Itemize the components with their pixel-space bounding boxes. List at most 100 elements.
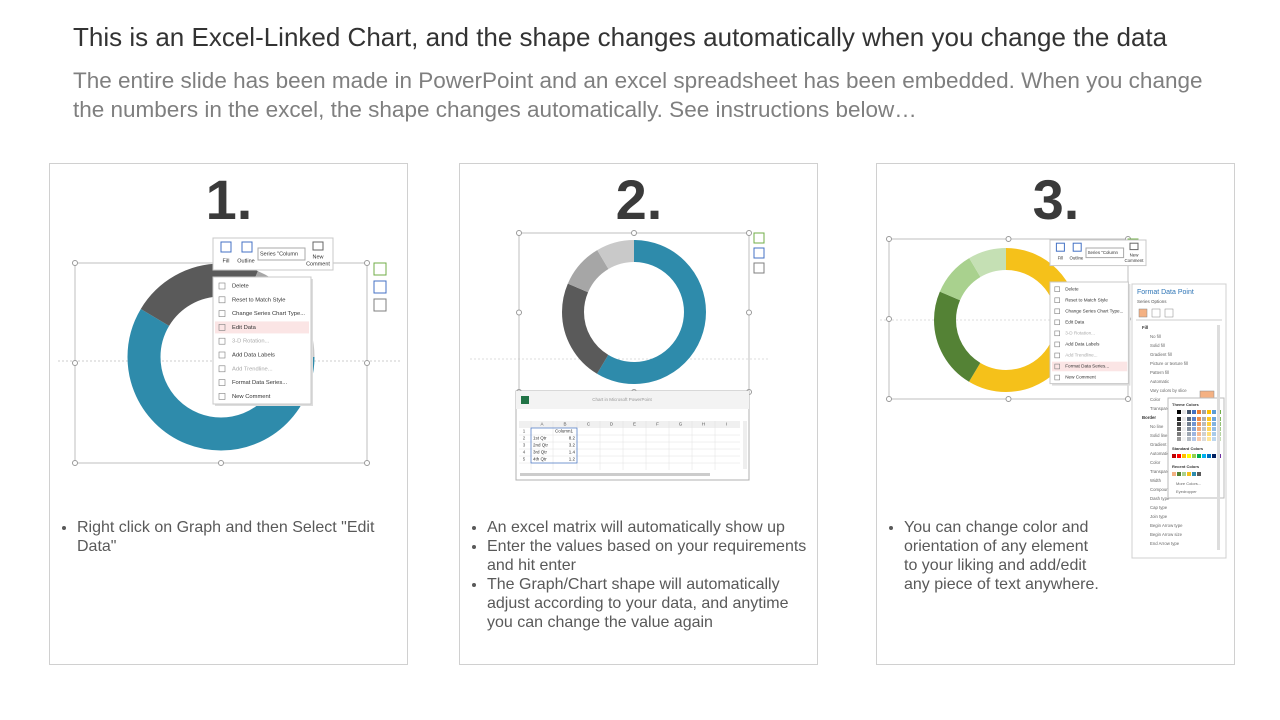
menu-icon — [1054, 363, 1060, 370]
icon — [312, 241, 324, 251]
palette-label: Recent Colors — [1172, 464, 1200, 469]
handle — [72, 360, 78, 366]
swatch — [1207, 454, 1211, 458]
menu-icon — [1054, 341, 1060, 348]
step-number: 1. — [206, 168, 253, 231]
chart-button — [753, 262, 765, 274]
handle — [886, 236, 892, 242]
swatch — [1202, 432, 1206, 436]
row-number: 1 — [523, 429, 526, 434]
palette-label: Eyedropper — [1176, 489, 1197, 494]
column-header: E — [633, 422, 636, 427]
row-number: 4 — [523, 450, 526, 455]
swatch — [1207, 432, 1211, 436]
swatch — [1182, 422, 1186, 426]
donut-segment — [934, 248, 1078, 392]
menu-item: Add Trendline... — [232, 366, 273, 372]
pane-title: Format Data Point — [1137, 289, 1194, 296]
toolbar-label: Comment — [1124, 258, 1144, 263]
menu-icon — [218, 296, 226, 304]
cell: 1.4 — [569, 450, 576, 455]
swatch — [1197, 437, 1201, 441]
swatch — [1207, 427, 1211, 431]
pane-option: Cap type — [1150, 505, 1168, 510]
icon — [1129, 242, 1139, 251]
menu-icon — [1054, 286, 1060, 292]
swatch — [1192, 472, 1196, 476]
pane-option: Pattern fill — [1150, 370, 1169, 375]
pane-option: Automatic — [1150, 379, 1170, 384]
palette-label: Theme Colors — [1172, 402, 1199, 407]
pane-tab — [1138, 308, 1148, 318]
menu-item: Delete — [1065, 286, 1079, 291]
pane-option: Automatic — [1150, 451, 1170, 456]
pane-option: Border — [1142, 415, 1156, 420]
cell: 4th Qtr — [533, 457, 547, 462]
swatch — [1207, 422, 1211, 426]
swatch — [1212, 410, 1216, 414]
pane-option: Begin Arrow size — [1150, 532, 1183, 537]
menu-item: 3-D Rotation... — [1065, 331, 1095, 336]
series-box — [1085, 247, 1125, 259]
scrollbar — [743, 421, 747, 469]
column-header: A — [540, 422, 543, 427]
row-number: 5 — [523, 457, 526, 462]
column-header: B — [563, 422, 566, 427]
pane-tab — [1164, 308, 1174, 318]
scrollbar — [1217, 325, 1220, 550]
handle — [72, 460, 78, 466]
swatch — [1197, 410, 1201, 414]
swatch — [1177, 417, 1181, 421]
menu-item: Change Series Chart Type... — [232, 311, 305, 317]
pane-option: Gradient fill — [1150, 352, 1172, 357]
pane-option: Picture or texture fill — [1150, 361, 1188, 366]
handle — [1125, 396, 1131, 402]
menu-item: Add Data Labels — [232, 353, 275, 359]
menu-icon — [218, 310, 226, 317]
pane-option: No fill — [1150, 334, 1161, 339]
swatch — [1182, 437, 1186, 441]
swatch — [1177, 410, 1181, 414]
swatch — [1182, 410, 1186, 414]
swatch — [1177, 422, 1181, 426]
handle — [364, 360, 370, 366]
toolbar-label: Outline — [237, 258, 254, 264]
swatch — [1172, 432, 1176, 436]
swatch — [1182, 417, 1186, 421]
swatch — [1192, 437, 1196, 441]
menu-item: 3-D Rotation... — [232, 339, 270, 345]
swatch — [1197, 432, 1201, 436]
toolbar-label: Comment — [306, 261, 330, 267]
pane-option: Begin Arrow type — [1150, 523, 1183, 528]
swatch — [1202, 410, 1206, 414]
menu-icon — [218, 365, 226, 373]
swatch — [1187, 427, 1191, 431]
swatch — [1187, 472, 1191, 476]
swatch — [1187, 437, 1191, 441]
swatch — [1172, 422, 1176, 426]
handle — [1005, 396, 1012, 402]
swatch — [1177, 427, 1181, 431]
swatch — [1202, 417, 1206, 421]
menu-item: Edit Data — [232, 325, 257, 331]
swatch — [1187, 432, 1191, 436]
pane-option: Color — [1150, 397, 1161, 402]
menu-icon — [1054, 352, 1060, 359]
pane-option: Transparency — [1150, 469, 1177, 474]
excel-titlebar — [516, 391, 749, 409]
excel-icon — [521, 396, 529, 404]
series-box — [257, 247, 306, 261]
handle — [886, 396, 892, 402]
menu-item: Delete — [232, 284, 249, 290]
swatch — [1212, 427, 1216, 431]
menu-item: New Comment — [232, 394, 271, 400]
bullet-list: An excel matrix will automatically show … — [467, 518, 817, 632]
pane-section: Series Options — [1137, 299, 1167, 304]
swatch — [1212, 454, 1216, 458]
pane-option: Fill — [1142, 325, 1148, 330]
handle — [72, 260, 78, 266]
palette — [1167, 397, 1225, 499]
swatch — [1177, 454, 1181, 458]
swatch — [1187, 454, 1191, 458]
